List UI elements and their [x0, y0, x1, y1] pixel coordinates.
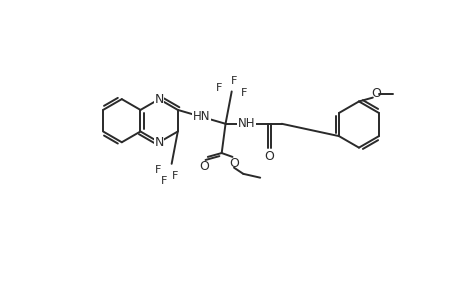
- Text: F: F: [230, 76, 237, 86]
- Text: F: F: [172, 171, 178, 181]
- Text: HN: HN: [192, 110, 210, 123]
- Text: O: O: [264, 150, 274, 163]
- Text: F: F: [241, 88, 246, 98]
- Text: N: N: [154, 136, 163, 149]
- Text: F: F: [154, 165, 161, 175]
- Text: O: O: [199, 160, 208, 173]
- Text: NH: NH: [237, 117, 255, 130]
- Text: F: F: [160, 176, 167, 186]
- Text: F: F: [216, 83, 222, 93]
- Text: O: O: [370, 87, 380, 100]
- Text: N: N: [154, 93, 163, 106]
- Text: O: O: [229, 157, 238, 170]
